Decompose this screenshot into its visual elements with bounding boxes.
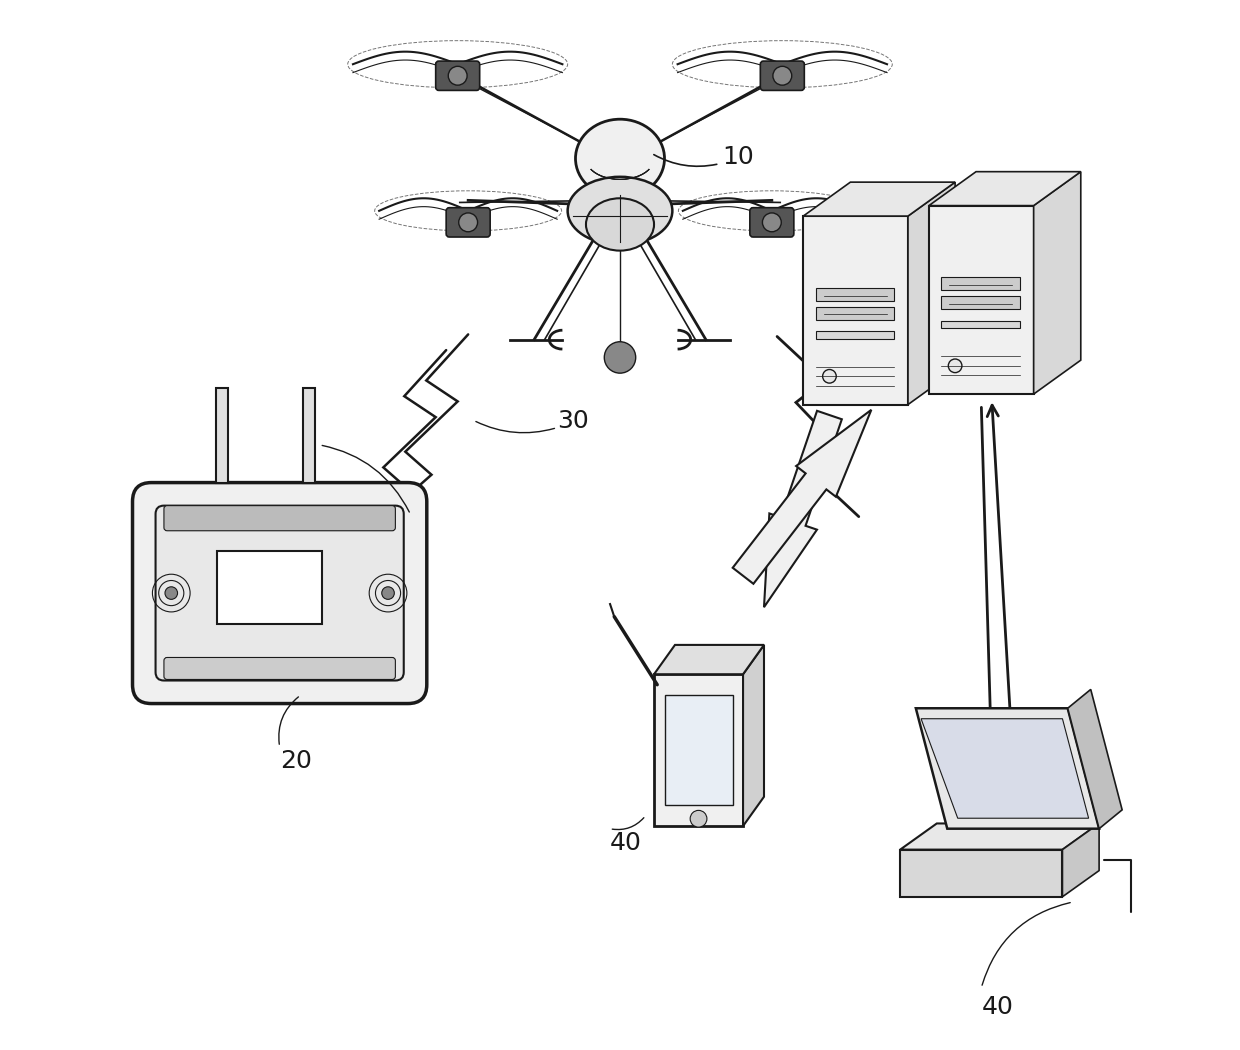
FancyBboxPatch shape [143, 550, 200, 635]
Circle shape [604, 341, 636, 373]
FancyBboxPatch shape [435, 61, 480, 90]
Text: 10: 10 [723, 145, 754, 169]
Polygon shape [1068, 690, 1122, 828]
Polygon shape [900, 849, 1063, 897]
Polygon shape [1063, 823, 1099, 897]
Bar [816, 288, 894, 301]
Bar [816, 307, 894, 320]
Circle shape [822, 370, 836, 383]
Polygon shape [929, 206, 1034, 394]
Polygon shape [804, 216, 908, 404]
Polygon shape [916, 709, 1099, 828]
Polygon shape [733, 410, 872, 584]
Bar [217, 551, 321, 625]
Bar [816, 331, 894, 338]
FancyBboxPatch shape [164, 657, 396, 679]
Ellipse shape [568, 176, 672, 245]
Text: 40: 40 [610, 831, 641, 855]
Ellipse shape [587, 198, 653, 251]
Circle shape [448, 66, 467, 85]
Text: 30: 30 [557, 408, 589, 433]
Bar [941, 277, 1021, 291]
Polygon shape [929, 171, 1081, 206]
Circle shape [459, 213, 477, 232]
Polygon shape [1034, 171, 1081, 394]
Text: 20: 20 [280, 749, 311, 773]
Bar [941, 320, 1021, 328]
Circle shape [691, 811, 707, 827]
FancyBboxPatch shape [164, 506, 396, 530]
Polygon shape [653, 645, 764, 674]
Polygon shape [804, 182, 955, 216]
Circle shape [382, 587, 394, 600]
Circle shape [773, 66, 792, 85]
FancyBboxPatch shape [155, 506, 404, 680]
FancyBboxPatch shape [760, 61, 805, 90]
Bar [303, 388, 315, 483]
Bar [665, 695, 733, 805]
FancyBboxPatch shape [750, 208, 794, 237]
Circle shape [763, 213, 781, 232]
FancyBboxPatch shape [446, 208, 490, 237]
Polygon shape [921, 719, 1089, 818]
Polygon shape [653, 674, 743, 826]
FancyBboxPatch shape [133, 483, 427, 704]
Ellipse shape [575, 120, 665, 197]
Polygon shape [764, 411, 842, 607]
Polygon shape [900, 823, 1099, 849]
FancyBboxPatch shape [360, 550, 417, 635]
Text: 40: 40 [981, 995, 1013, 1020]
Polygon shape [908, 182, 955, 404]
Bar [216, 388, 228, 483]
Bar [941, 296, 1021, 310]
Circle shape [165, 587, 177, 600]
Circle shape [949, 359, 962, 373]
Polygon shape [743, 645, 764, 826]
